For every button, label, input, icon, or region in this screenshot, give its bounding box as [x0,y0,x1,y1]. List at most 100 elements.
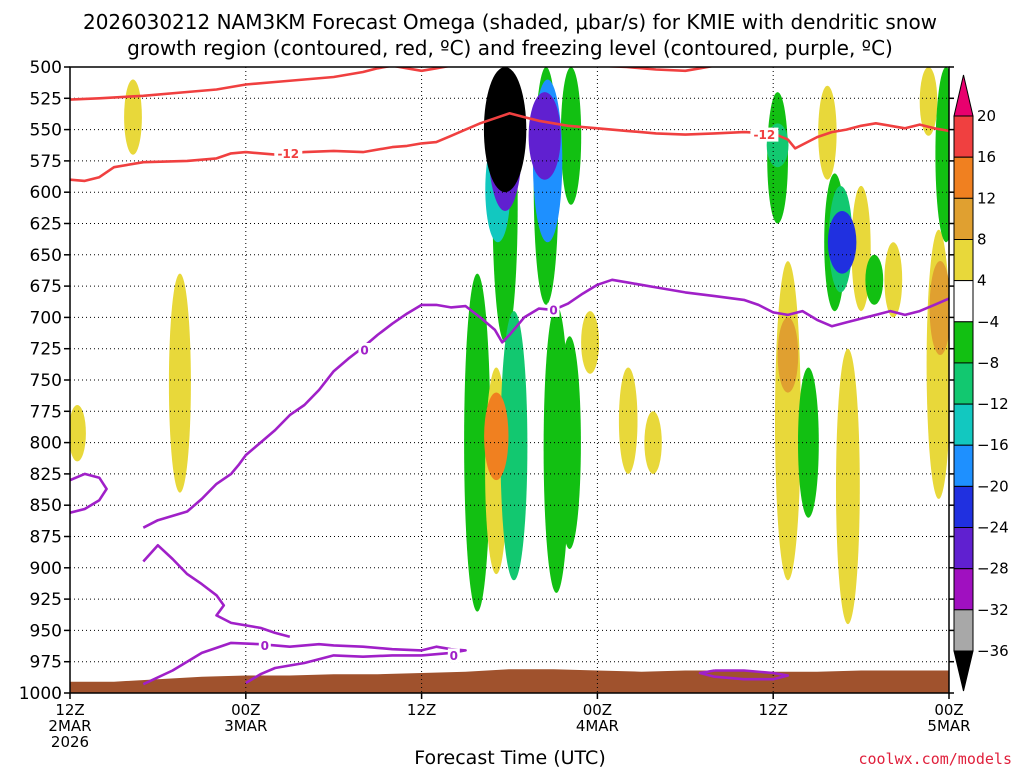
y-tick-label: 850 [30,496,62,516]
colorbar-label: −28 [977,560,1009,578]
colorbar-label: 8 [977,231,987,249]
y-tick-label: 975 [30,653,62,673]
contour-line [698,669,790,681]
y-tick-label: 575 [30,152,62,172]
contour-label: 0 [450,649,458,663]
omega-region [560,67,582,205]
grid-lines [70,67,949,693]
colorbar-label: −32 [977,601,1009,619]
y-tick-label: 925 [30,590,62,610]
contour-label: -12 [277,147,299,161]
contour-line [142,278,949,529]
colorbar-label: −4 [977,313,999,331]
y-tick-label: 600 [30,183,62,203]
y-tick-label: 500 [30,58,62,78]
colorbar-bottom-arrow [953,650,974,692]
omega-region [884,242,903,318]
colorbar-bin [953,609,974,652]
ground-fill [70,669,949,693]
contour-label: 0 [360,344,368,358]
colorbar-label: −16 [977,436,1009,454]
colorbar-bin [953,527,974,570]
omega-region [836,348,860,625]
contour-line [142,641,467,686]
x-tick-label: 5MAR [927,717,970,735]
contour-label: 0 [549,303,557,317]
omega-region [168,273,191,493]
contour-line [70,472,108,514]
y-tick-label: 800 [30,434,62,454]
x-tick-label: 4MAR [576,717,619,735]
x-tick-label: 00Z [231,701,260,719]
omega-region [929,261,949,355]
x-tick-label: 00Z [583,701,612,719]
y-tick-label: 775 [30,402,62,422]
colorbar-bin [953,321,974,364]
colorbar: 20 16 12 8 4 −4 −8 −12 −16 −20 −24 −28 −32 −36 [953,74,1009,692]
colorbar-label: 4 [977,272,987,290]
omega-region [528,92,561,180]
omega-region [124,79,142,155]
contour-label-bg [447,648,460,663]
x-tick-label: 2026 [51,733,89,751]
colorbar-bin [953,403,974,446]
y-tick-label: 625 [30,215,62,235]
y-tick-label: 750 [30,371,62,391]
colorbar-bin [953,156,974,199]
omega-region [919,67,938,136]
colorbar-bin [953,280,974,323]
y-tick-label: 900 [30,559,62,579]
omega-region [935,67,949,243]
chart-title-line1: 2026030212 NAM3KM Forecast Omega (shaded… [83,10,937,34]
surface-terrain [70,669,949,693]
credit-text: coolwx.com/models [858,750,1012,768]
omega-region [777,317,799,393]
y-tick-label: 525 [30,89,62,109]
colorbar-bin [953,239,974,282]
colorbar-bin [953,568,974,611]
y-tick-label: 550 [30,121,62,141]
x-tick-label: 12Z [55,701,84,719]
contour-label-bg [258,638,271,653]
contour-label-bg [358,343,371,357]
y-tick-label: 650 [30,246,62,266]
omega-region [484,392,509,481]
omega-region [798,367,819,518]
x-tick-label: 2MAR [48,717,91,735]
omega-region [543,304,570,593]
y-tick-label: 700 [30,308,62,328]
y-tick-label: 675 [30,277,62,297]
contour-line [597,67,715,73]
colorbar-label: 20 [977,107,996,125]
colorbar-label: 16 [977,148,996,166]
colorbar-label: −24 [977,519,1009,537]
omega-region [827,211,857,274]
omega-region [464,273,491,612]
y-tick-label: 875 [30,528,62,548]
y-tick-label: 825 [30,465,62,485]
contour-lines [70,67,949,686]
colorbar-label: 12 [977,189,996,207]
x-tick-label: 00Z [934,701,963,719]
contour-label-bg [274,146,303,161]
colorbar-label: −20 [977,477,1009,495]
colorbar-label: −36 [977,642,1009,660]
y-tick-label: 725 [30,340,62,360]
contour-labels: -12 -12 0 0 0 0 [258,127,779,663]
contour-label-bg [547,302,560,317]
omega-shading [70,67,949,625]
colorbar-label: −12 [977,395,1009,413]
omega-region [865,254,884,305]
colorbar-label: −8 [977,354,999,372]
y-tick-label: 1000 [19,684,62,704]
omega-region [70,405,86,462]
omega-region [618,367,638,474]
colorbar-bin [953,485,974,529]
colorbar-bin [953,362,974,405]
x-tick-label: 3MAR [224,717,267,735]
y-axis-ticks: 500 525 550 575 600 625 650 675 700 725 750 775 800 8… [19,58,954,704]
contour-label: -12 [754,128,776,142]
contour-line [142,543,291,638]
